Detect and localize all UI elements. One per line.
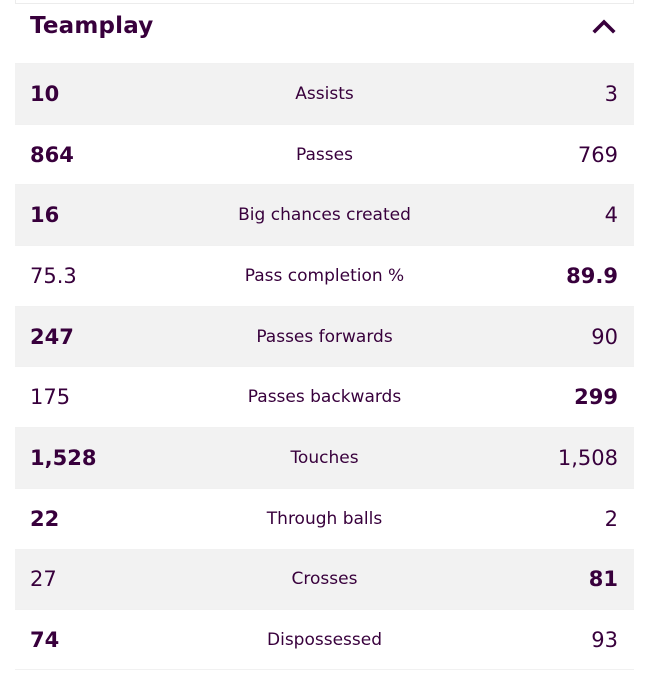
- stat-row-through-balls: 22 Through balls 2: [15, 487, 634, 549]
- away-value: 90: [591, 324, 618, 349]
- section-title: Teamplay: [30, 13, 154, 39]
- home-value: 74: [30, 627, 60, 652]
- stat-row-passes-backwards: 175 Passes backwards 299: [15, 366, 634, 427]
- home-value: 22: [30, 506, 60, 531]
- home-value: 75.3: [30, 263, 77, 288]
- stat-row-passes-forwards: 247 Passes forwards 90: [15, 305, 634, 367]
- stat-row-pass-completion: 75.3 Pass completion % 89.9: [15, 245, 634, 306]
- card-top-border: [15, 0, 634, 4]
- stat-label: Pass completion %: [244, 265, 405, 286]
- stat-label: Dispossessed: [267, 629, 382, 650]
- away-value: 89.9: [566, 263, 618, 288]
- stat-row-big-chances-created: 16 Big chances created 4: [15, 184, 634, 246]
- stat-label: Through balls: [266, 508, 383, 529]
- stat-row-passes: 864 Passes 769: [15, 123, 634, 185]
- away-value: 93: [591, 627, 618, 652]
- stat-label: Crosses: [291, 569, 358, 590]
- away-value: 1,508: [557, 445, 618, 470]
- stat-row-dispossessed: 74 Dispossessed 93: [15, 609, 634, 670]
- chevron-up-icon: [592, 19, 616, 34]
- away-value: 3: [604, 81, 618, 106]
- away-value: 4: [604, 203, 618, 228]
- stat-label: Passes: [296, 144, 353, 165]
- away-value: 81: [588, 567, 618, 592]
- away-value: 769: [577, 142, 618, 167]
- stat-label: Assists: [295, 83, 354, 104]
- stat-label: Touches: [290, 447, 359, 468]
- section-header[interactable]: Teamplay: [30, 6, 619, 46]
- home-value: 10: [30, 81, 60, 106]
- away-value: 299: [574, 385, 618, 410]
- collapse-button[interactable]: [589, 11, 619, 41]
- home-value: 27: [30, 567, 57, 592]
- home-value: 175: [30, 385, 71, 410]
- stat-row-assists: 10 Assists 3: [15, 63, 634, 124]
- stat-label: Big chances created: [238, 205, 411, 226]
- stat-label: Passes backwards: [247, 387, 402, 408]
- stat-row-touches: 1,528 Touches 1,508: [15, 427, 634, 488]
- home-value: 16: [30, 203, 60, 228]
- home-value: 1,528: [30, 445, 97, 470]
- stat-label: Passes forwards: [256, 326, 393, 347]
- away-value: 2: [604, 506, 618, 531]
- home-value: 864: [30, 142, 74, 167]
- stat-row-crosses: 27 Crosses 81: [15, 548, 634, 610]
- home-value: 247: [30, 324, 74, 349]
- stats-table: 10 Assists 3 864 Passes 769 16 Big chanc…: [15, 63, 634, 670]
